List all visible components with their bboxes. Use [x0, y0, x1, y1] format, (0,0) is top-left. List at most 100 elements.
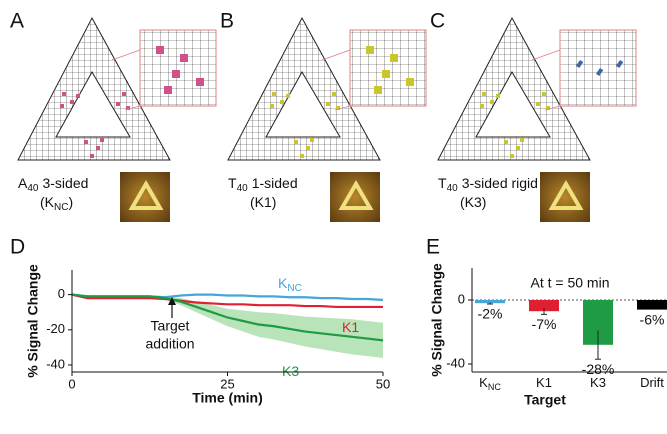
y-tick-label: -40	[446, 355, 465, 370]
annotation: addition	[145, 336, 194, 352]
inset-marker	[196, 78, 204, 86]
page: {"panels": [ {"label": "A", "caption": {…	[0, 0, 667, 434]
inset-link	[532, 50, 560, 60]
staple-marker	[62, 92, 66, 96]
afm-image	[120, 172, 170, 222]
category-sub: NC	[488, 382, 501, 392]
x-axis-label: Target	[524, 392, 566, 408]
staple-marker	[122, 92, 126, 96]
caption-sub: 40	[27, 183, 39, 194]
caption-line2-end: )	[68, 194, 73, 210]
inset-marker	[366, 46, 374, 54]
category: K1	[536, 375, 552, 390]
inset-link	[112, 50, 140, 60]
inset-marker	[406, 78, 414, 86]
series-name: K3	[282, 363, 299, 379]
value-label: -7%	[532, 316, 557, 332]
bar	[637, 300, 667, 310]
category: K	[479, 375, 488, 390]
series-label: K3	[282, 363, 299, 379]
caption-sub: 40	[237, 183, 249, 194]
staple-marker	[84, 140, 88, 144]
caption-rest: 3-sided rigid	[462, 175, 538, 191]
panel-letter: C	[430, 10, 445, 33]
series-label: KNC	[278, 275, 302, 294]
staple-marker	[510, 154, 514, 158]
inset-link	[322, 50, 350, 60]
y-tick-label: 0	[458, 291, 465, 306]
staple-marker	[60, 104, 64, 108]
staple-marker	[306, 146, 310, 150]
staple-marker	[482, 92, 486, 96]
series-name: K1	[342, 319, 359, 335]
series-name-sub: NC	[287, 283, 301, 294]
afm-image	[540, 172, 590, 222]
staple-marker	[90, 154, 94, 158]
staple-marker	[300, 154, 304, 158]
staple-marker	[280, 100, 284, 104]
staple-marker	[70, 100, 74, 104]
caption-rest: 1-sided	[252, 175, 298, 191]
staple-marker	[504, 140, 508, 144]
staple-marker	[542, 92, 546, 96]
caption: (K3)	[460, 194, 486, 210]
inset-marker	[164, 86, 172, 94]
inset-marker	[172, 70, 180, 78]
x-tick-label: Drift	[640, 375, 664, 390]
inset-grid	[350, 30, 426, 106]
staple-marker	[480, 104, 484, 108]
x-tick-label: KNC	[479, 375, 501, 392]
x-axis-label: Time (min)	[192, 390, 263, 406]
panel-letter: D	[10, 236, 25, 259]
inset-grid	[140, 30, 216, 106]
caption-line2-sub: NC	[54, 202, 68, 213]
inset-marker	[180, 54, 188, 62]
category: K3	[590, 375, 606, 390]
staple-marker	[286, 94, 290, 98]
caption-rest: 3-sided	[42, 175, 88, 191]
afm-image	[330, 172, 380, 222]
inset-marker	[156, 46, 164, 54]
panel-letter: E	[426, 236, 440, 259]
value-label: -6%	[640, 311, 665, 327]
staple-marker	[310, 138, 314, 142]
staple-marker	[332, 92, 336, 96]
x-tick-label: 0	[68, 376, 75, 391]
panel-letter: A	[10, 10, 24, 33]
x-tick-label: 50	[376, 376, 390, 391]
series-label: K1	[342, 319, 359, 335]
x-tick-label: K3	[590, 375, 606, 390]
staple-marker	[116, 102, 120, 106]
staple-marker	[100, 138, 104, 142]
value-label: -2%	[478, 306, 503, 322]
y-axis-label: % Signal Change	[429, 263, 445, 377]
staple-marker	[96, 146, 100, 150]
staple-marker	[496, 94, 500, 98]
caption: T403-sided rigid	[438, 175, 538, 194]
panel-letter: B	[220, 10, 234, 33]
figure: AA403-sided(KNC)BT401-sided(K1)CT403-sid…	[0, 0, 667, 434]
category: Drift	[640, 375, 664, 390]
staple-marker	[270, 104, 274, 108]
caption-line2: (K	[40, 194, 55, 210]
staple-marker	[326, 102, 330, 106]
annotation: At t = 50 min	[531, 275, 610, 291]
staple-marker	[520, 138, 524, 142]
inset-marker	[390, 54, 398, 62]
caption: (K1)	[250, 194, 276, 210]
staple-marker	[516, 146, 520, 150]
caption-sub: 40	[447, 183, 459, 194]
annotation: Target	[151, 318, 190, 334]
inset-marker	[374, 86, 382, 94]
y-tick-label: 0	[58, 286, 65, 301]
x-tick-label: K1	[536, 375, 552, 390]
inset-grid	[560, 30, 636, 106]
y-tick-label: -20	[46, 321, 65, 336]
staple-marker	[536, 102, 540, 106]
caption-line2: (K3)	[460, 194, 486, 210]
staple-marker	[76, 94, 80, 98]
caption-line2: (K1)	[250, 194, 276, 210]
staple-marker	[490, 100, 494, 104]
y-tick-label: -40	[46, 356, 65, 371]
